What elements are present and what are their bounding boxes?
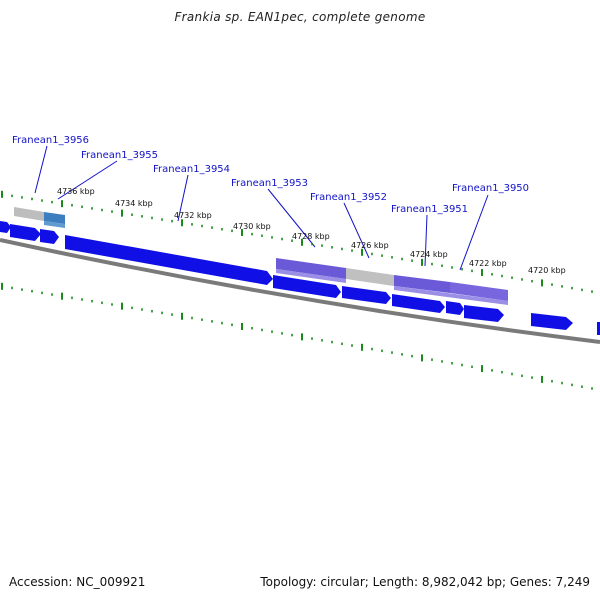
leader-line-3950 bbox=[459, 194, 489, 271]
gene-label-franean1-3952[interactable]: Franean1_3952 bbox=[310, 192, 387, 203]
feature-3953-band bbox=[276, 258, 346, 279]
leader-line-3951 bbox=[424, 214, 428, 267]
gene-arrow bbox=[0, 221, 11, 233]
feature-3955-shadow bbox=[44, 221, 65, 228]
leader-lines bbox=[34, 145, 489, 271]
gene-arrow bbox=[10, 224, 41, 241]
gene-label-franean1-3954[interactable]: Franean1_3954 bbox=[153, 164, 230, 175]
gene-arrow bbox=[40, 229, 59, 244]
genome-backbone bbox=[0, 238, 600, 344]
kbp-label: 4720 kbp bbox=[528, 266, 566, 275]
kbp-label: 4726 kbp bbox=[351, 241, 389, 250]
genome-title: Frankia sp. EAN1pec, complete genome bbox=[174, 10, 426, 24]
leader-line-3952 bbox=[343, 202, 370, 259]
position-ticks bbox=[1, 190, 593, 390]
gene-label-franean1-3955[interactable]: Franean1_3955 bbox=[81, 150, 158, 161]
kbp-label: 4722 kbp bbox=[469, 259, 507, 268]
gene-arrow bbox=[342, 286, 391, 304]
feature-3951-band bbox=[394, 275, 450, 293]
gene-labels: Franean1_3956 Franean1_3955 Franean1_395… bbox=[12, 135, 529, 215]
kbp-label: 4734 kbp bbox=[115, 199, 153, 208]
kbp-scale: 4736 kbp 4734 kbp 4732 kbp 4730 kbp 4728… bbox=[57, 187, 566, 275]
genome-summary-text: Topology: circular; Length: 8,982,042 bp… bbox=[260, 575, 590, 589]
kbp-label: 4732 kbp bbox=[174, 211, 212, 220]
gene-arrow bbox=[531, 313, 573, 330]
leader-line-3955 bbox=[57, 160, 118, 200]
leader-line-3953 bbox=[267, 188, 316, 248]
feature-3955-steelblue bbox=[44, 212, 65, 224]
kbp-label: 4736 kbp bbox=[57, 187, 95, 196]
leader-line-3956 bbox=[34, 145, 48, 194]
feature-3952-gray bbox=[346, 268, 394, 286]
gene-arrow bbox=[446, 301, 464, 315]
gene-arrow bbox=[392, 294, 445, 313]
gene-label-franean1-3951[interactable]: Franean1_3951 bbox=[391, 204, 468, 215]
highlight-features bbox=[14, 207, 508, 305]
kbp-label: 4728 kbp bbox=[292, 232, 330, 241]
kbp-label: 4724 kbp bbox=[410, 250, 448, 259]
feature-3950-band bbox=[450, 282, 508, 301]
feature-3953-shadow bbox=[276, 269, 346, 283]
gene-label-franean1-3956[interactable]: Franean1_3956 bbox=[12, 135, 89, 146]
feature-3950-shadow bbox=[394, 286, 508, 305]
kbp-label: 4730 kbp bbox=[233, 222, 271, 231]
gene-arrow bbox=[464, 305, 504, 322]
gene-arrow bbox=[273, 275, 341, 298]
accession-text: Accession: NC_009921 bbox=[9, 575, 146, 589]
feature-3956-gray bbox=[14, 207, 44, 221]
gene-label-franean1-3950[interactable]: Franean1_3950 bbox=[452, 183, 529, 194]
gene-arrow bbox=[597, 322, 600, 335]
leader-line-3954 bbox=[177, 174, 189, 222]
gene-track bbox=[0, 221, 600, 335]
gene-arrow bbox=[65, 235, 273, 285]
gene-label-franean1-3953[interactable]: Franean1_3953 bbox=[231, 178, 308, 189]
